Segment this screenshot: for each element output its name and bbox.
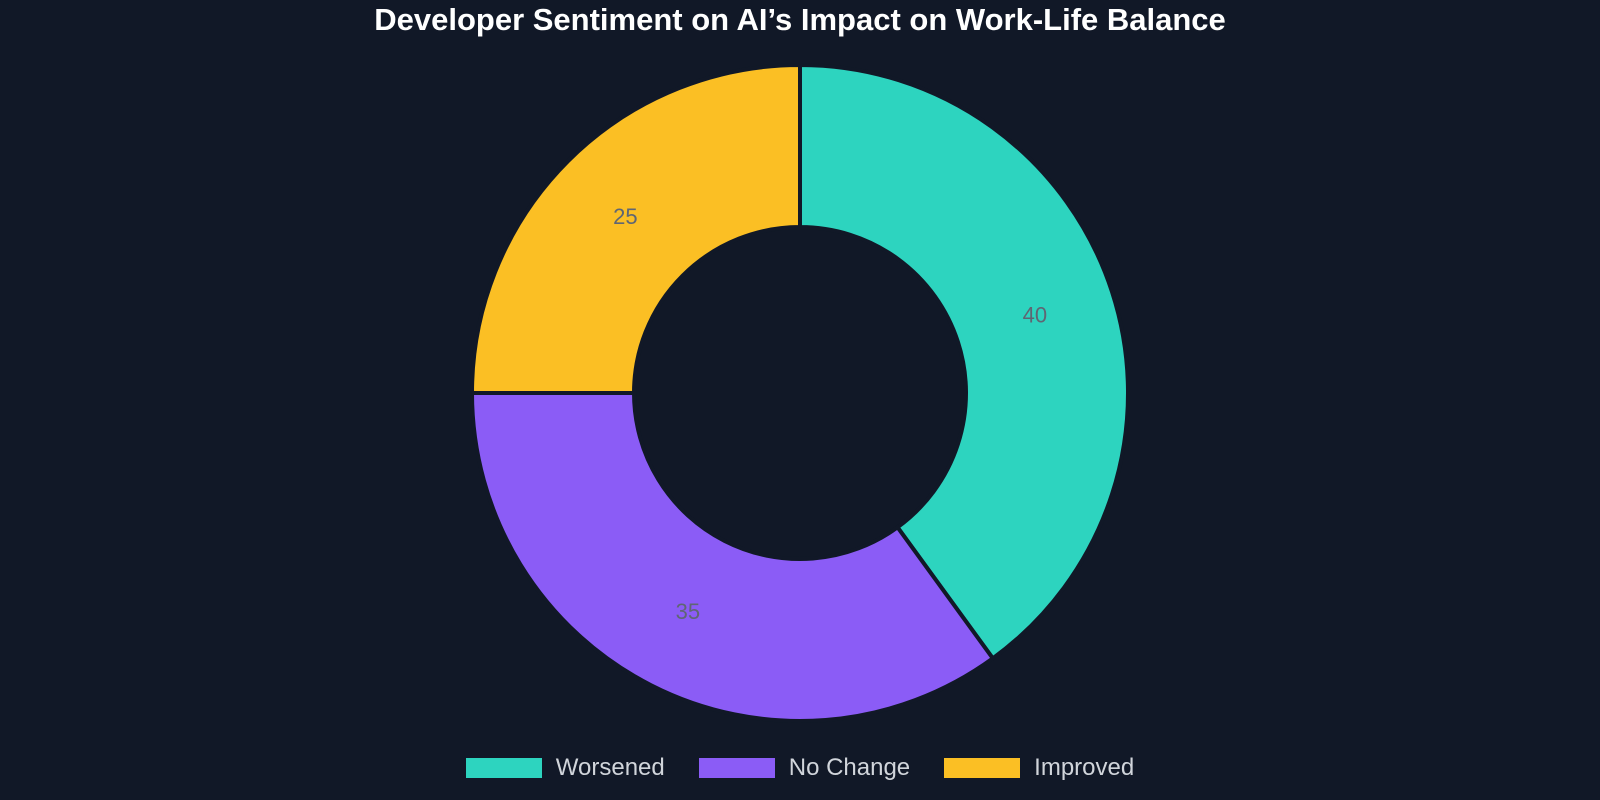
data-label-improved: 25 bbox=[613, 204, 637, 229]
legend-item-no-change[interactable]: No Change bbox=[698, 754, 911, 782]
legend-label-improved: Improved bbox=[1034, 754, 1135, 781]
data-label-worsened: 40 bbox=[1023, 302, 1047, 327]
legend-swatch-worsened bbox=[465, 758, 542, 778]
slice-worsened[interactable] bbox=[798, 62, 1130, 662]
chart-title: Developer Sentiment on AI’s Impact on Wo… bbox=[374, 2, 1226, 37]
slice-no-change[interactable] bbox=[469, 391, 996, 723]
data-label-no-change: 35 bbox=[676, 599, 700, 624]
legend: Worsened No Change Improved bbox=[0, 748, 1600, 788]
legend-item-worsened[interactable]: Worsened bbox=[465, 754, 665, 782]
legend-swatch-improved bbox=[944, 758, 1021, 778]
slice-improved[interactable] bbox=[469, 62, 802, 395]
legend-label-worsened: Worsened bbox=[555, 754, 665, 781]
legend-swatch-no-change bbox=[698, 758, 775, 778]
legend-item-improved[interactable]: Improved bbox=[944, 754, 1134, 782]
legend-label-no-change: No Change bbox=[788, 754, 911, 781]
